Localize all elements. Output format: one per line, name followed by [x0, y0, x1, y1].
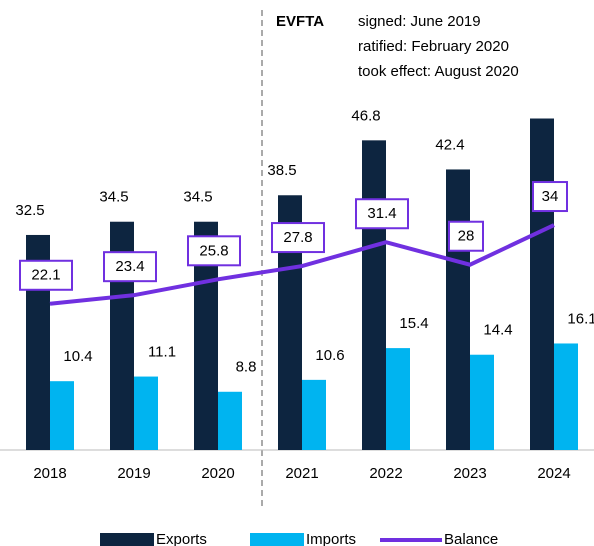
x-tick-label: 2024: [537, 465, 570, 482]
data-label: 15.4: [399, 315, 428, 332]
line: [49, 223, 555, 306]
legend-label: Imports: [306, 531, 356, 546]
x-tick-label: 2023: [453, 465, 486, 482]
legend-swatch: [100, 533, 154, 546]
label-box: [448, 220, 484, 252]
bar: [218, 391, 242, 450]
label-box: [103, 251, 157, 283]
bar: [530, 118, 554, 450]
data-label: 34: [542, 188, 559, 205]
annotation-title: EVFTA: [276, 13, 324, 30]
legend-swatch: [250, 533, 304, 546]
bar: [302, 379, 326, 450]
data-label: 25.8: [199, 242, 228, 259]
data-label: 34.5: [99, 189, 128, 206]
data-label: 34.5: [183, 189, 212, 206]
data-label: 28: [458, 228, 475, 245]
data-label: 32.5: [15, 202, 44, 219]
data-label: 38.5: [267, 162, 296, 179]
data-label: 14.4: [483, 322, 512, 339]
data-label: 22.1: [31, 267, 60, 284]
data-label: 27.8: [283, 229, 312, 246]
legend-label: Exports: [156, 531, 207, 546]
data-label: 16.1: [567, 310, 594, 327]
data-label: 10.6: [315, 347, 344, 364]
label-box: [271, 222, 325, 254]
legend-label: Balance: [444, 531, 498, 546]
label-box: [532, 181, 568, 213]
data-label: 11.1: [148, 344, 176, 361]
bar: [362, 140, 386, 450]
x-tick-label: 2021: [285, 465, 318, 482]
annotation-line: took effect: August 2020: [358, 63, 519, 80]
data-label: 46.8: [351, 107, 380, 124]
x-tick-label: 2019: [117, 465, 150, 482]
bar: [386, 348, 410, 450]
annotation-line: ratified: February 2020: [358, 38, 509, 55]
x-tick-label: 2018: [33, 465, 66, 482]
bar: [554, 343, 578, 450]
data-label: 31.4: [367, 205, 396, 222]
data-label: 8.8: [236, 359, 257, 376]
data-label: 23.4: [115, 258, 144, 275]
bar: [50, 381, 74, 450]
label-box: [19, 259, 73, 291]
x-tick-label: 2020: [201, 465, 234, 482]
data-label: 10.4: [63, 348, 92, 365]
x-tick-label: 2022: [369, 465, 402, 482]
annotation-line: signed: June 2019: [358, 13, 481, 30]
bar: [134, 376, 158, 450]
label-box: [355, 198, 409, 230]
bar: [446, 169, 470, 450]
label-box: [187, 235, 241, 267]
data-label: 42.4: [435, 136, 464, 153]
bar: [470, 354, 494, 450]
